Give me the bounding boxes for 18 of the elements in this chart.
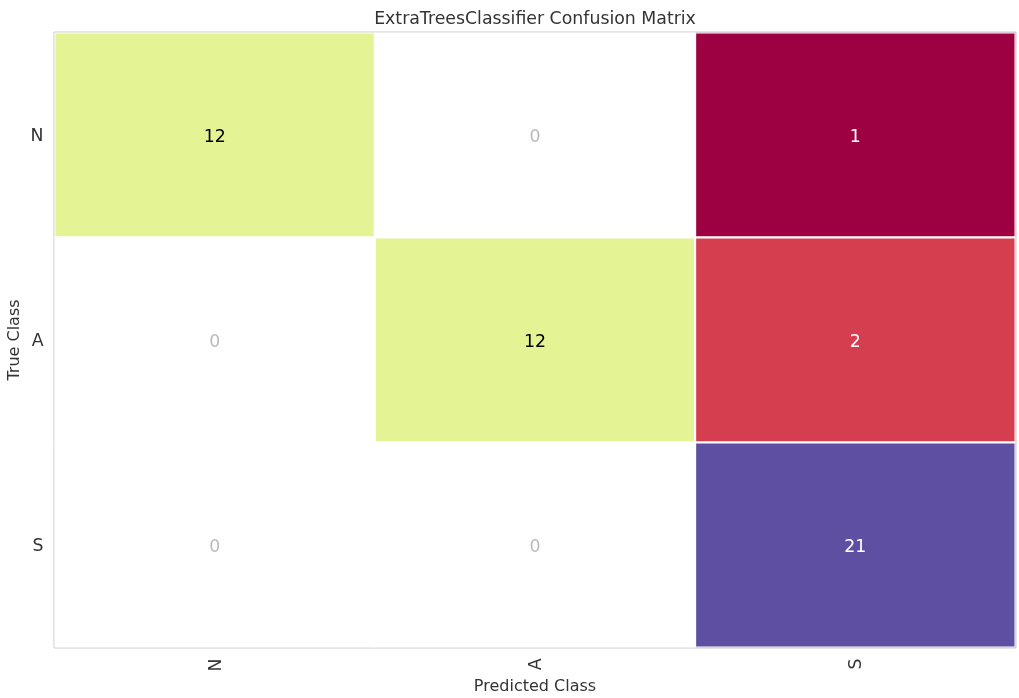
- x-axis-title: Predicted Class: [473, 676, 597, 696]
- data-label: 12: [203, 125, 226, 146]
- data-label: 1: [849, 125, 861, 146]
- x-tick-label: S: [845, 658, 866, 670]
- data-label: 0: [529, 125, 541, 146]
- data-label: 0: [209, 535, 221, 556]
- data-label: 2: [849, 330, 861, 351]
- data-label: 21: [844, 535, 867, 556]
- data-label: 0: [209, 330, 221, 351]
- data-label: 0: [529, 535, 541, 556]
- y-tick-label: N: [30, 125, 44, 145]
- chart-title: ExtraTreesClassifier Confusion Matrix: [374, 7, 696, 28]
- y-tick-label: A: [31, 330, 44, 350]
- y-axis-title: True Class: [3, 299, 23, 382]
- data-label: 12: [523, 330, 547, 351]
- y-tick-label: S: [32, 535, 44, 555]
- x-tick-label: A: [525, 658, 545, 671]
- x-tick-label: N: [204, 658, 225, 672]
